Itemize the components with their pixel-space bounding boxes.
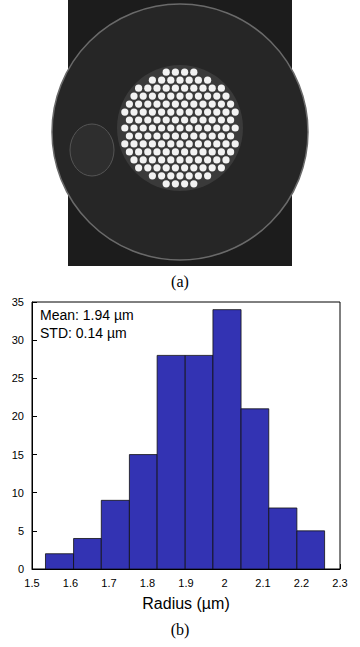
svg-text:1.6: 1.6 bbox=[63, 577, 78, 589]
svg-text:2.1: 2.1 bbox=[255, 577, 270, 589]
svg-text:1.8: 1.8 bbox=[140, 577, 155, 589]
svg-text:1.9: 1.9 bbox=[178, 577, 193, 589]
svg-text:35: 35 bbox=[12, 296, 24, 308]
svg-text:Mean: 1.94 µm: Mean: 1.94 µm bbox=[40, 307, 134, 323]
svg-text:5: 5 bbox=[18, 525, 24, 537]
svg-text:30: 30 bbox=[12, 334, 24, 346]
svg-text:20: 20 bbox=[12, 410, 24, 422]
svg-text:15: 15 bbox=[12, 449, 24, 461]
svg-text:0: 0 bbox=[18, 563, 24, 575]
svg-text:10: 10 bbox=[12, 487, 24, 499]
svg-text:25: 25 bbox=[12, 372, 24, 384]
svg-text:2.3: 2.3 bbox=[332, 577, 347, 589]
html-text:(b): (b) bbox=[170, 621, 190, 638]
svg-text:2.2: 2.2 bbox=[294, 577, 309, 589]
svg-text:2: 2 bbox=[221, 577, 227, 589]
html-text:(a): (a) bbox=[171, 273, 189, 290]
svg-text:1.7: 1.7 bbox=[101, 577, 116, 589]
svg-text:STD: 0.14 µm: STD: 0.14 µm bbox=[40, 325, 127, 341]
svg-text:1.5: 1.5 bbox=[24, 577, 39, 589]
svg-text:Radius (µm): Radius (µm) bbox=[142, 595, 229, 612]
